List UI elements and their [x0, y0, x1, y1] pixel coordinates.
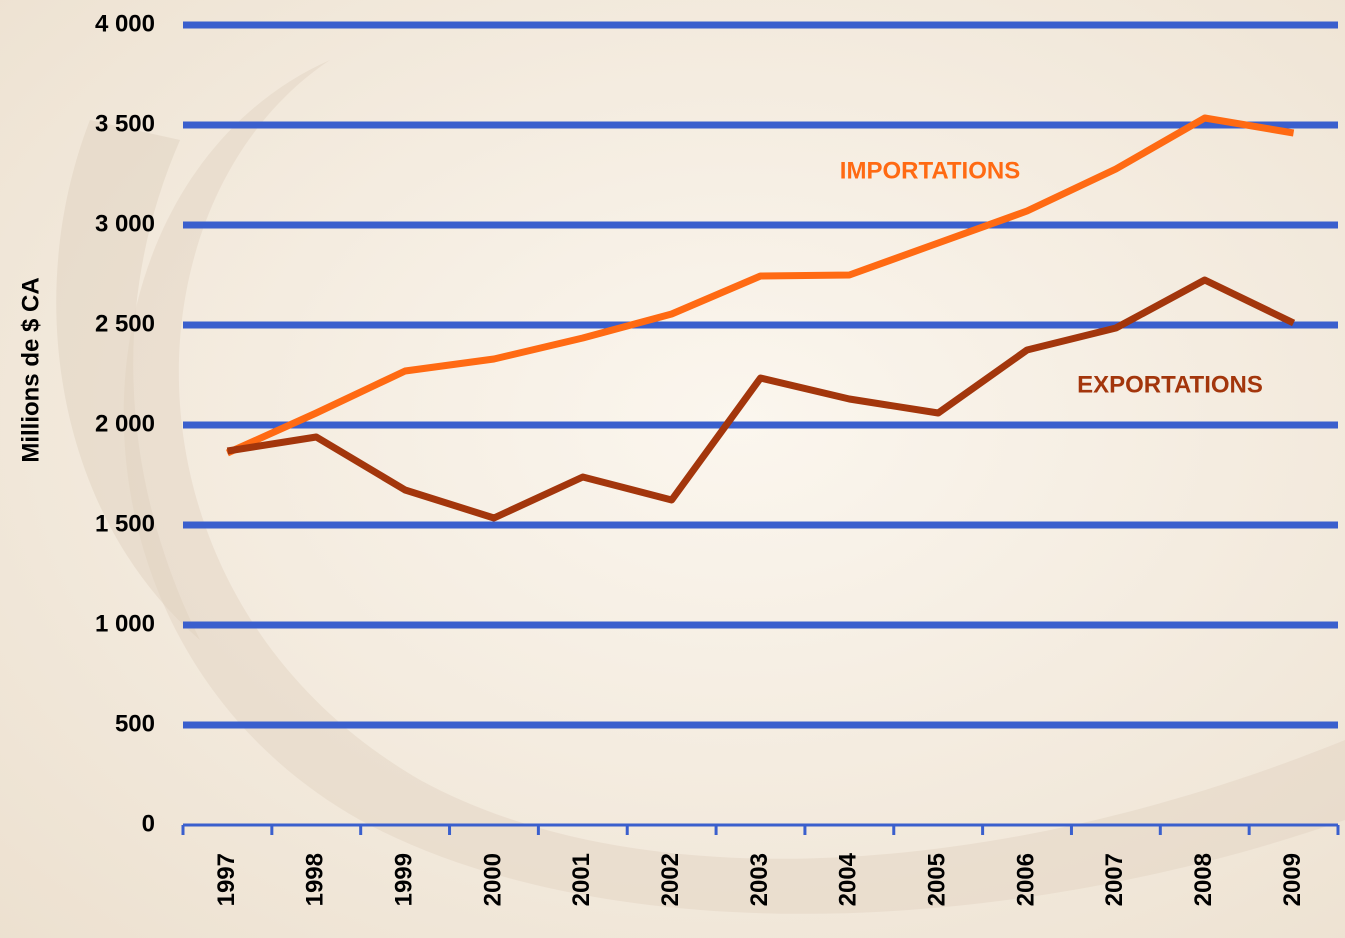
x-tick-label: 2009	[1279, 853, 1306, 906]
y-tick-label: 1 500	[95, 510, 155, 537]
x-tick-label: 2002	[657, 853, 684, 906]
series-line	[226, 276, 1296, 522]
x-tick-label: 2004	[835, 852, 862, 906]
y-tick-label: 2 500	[95, 310, 155, 337]
series-label: EXPORTATIONS	[1077, 371, 1263, 398]
x-tick-label: 2000	[479, 853, 506, 906]
y-tick-label: 2 000	[95, 410, 155, 437]
x-tick-label: 2003	[746, 853, 773, 906]
y-axis-label: Millions de $ CA	[17, 277, 44, 462]
x-tick-label: 1998	[302, 853, 329, 906]
x-tick-label: 1997	[213, 853, 240, 906]
y-tick-label: 0	[142, 810, 155, 837]
y-tick-label: 3 000	[95, 210, 155, 237]
x-tick-label: 2008	[1190, 853, 1217, 906]
x-tick-label: 2007	[1101, 853, 1128, 906]
x-tick-label: 2005	[924, 853, 951, 906]
y-tick-label: 1 000	[95, 610, 155, 637]
x-tick-label: 1999	[390, 853, 417, 906]
decor-swirl	[123, 60, 1345, 914]
decor-leaf	[56, 120, 201, 640]
series-line	[225, 114, 1295, 457]
y-tick-label: 3 500	[95, 110, 155, 137]
series-label: IMPORTATIONS	[840, 157, 1020, 184]
y-tick-label: 500	[115, 710, 155, 737]
y-tick-label: 4 000	[95, 10, 155, 37]
x-tick-label: 2006	[1012, 853, 1039, 906]
x-tick-label: 2001	[568, 853, 595, 906]
